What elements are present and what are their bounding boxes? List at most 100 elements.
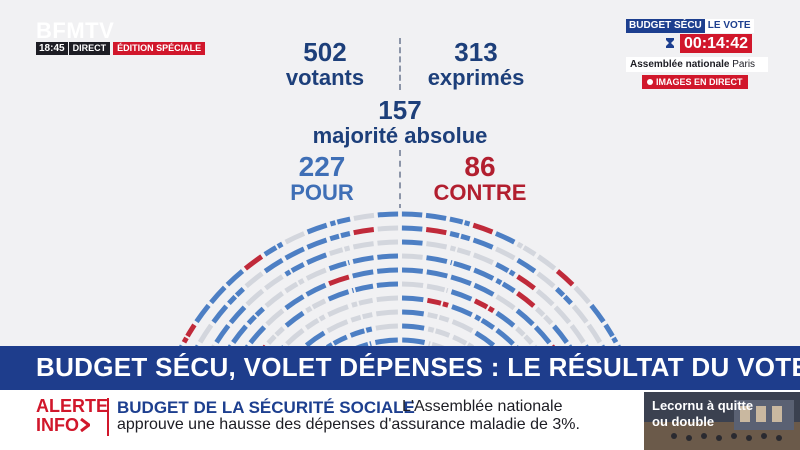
hemicycle-seat (571, 304, 589, 324)
hemicycle-seat (243, 254, 264, 271)
hemicycle-seat (328, 274, 350, 287)
hourglass-icon (666, 38, 674, 48)
hemicycle-seat (351, 283, 374, 294)
hemicycle-seat (494, 231, 516, 245)
hemicycle-seat (228, 305, 247, 325)
location-city: Paris (732, 59, 756, 70)
pour-figure: 227 POUR (272, 153, 372, 205)
hemicycle-seat (377, 225, 399, 232)
pour-value: 227 (298, 151, 346, 182)
hemicycle-seat (353, 212, 375, 221)
hemicycle-seat (495, 262, 516, 277)
hemicycle-seat (449, 216, 471, 227)
hemicycle-seat (305, 298, 327, 314)
hemicycle-seat (284, 294, 305, 311)
channel-logo: BFMTV (36, 18, 115, 43)
vote-timer: 00:14:42 (680, 34, 753, 53)
exprimes-label: exprimés (427, 65, 525, 90)
hemicycle-seat (533, 325, 552, 345)
hemicycle-seat (401, 211, 423, 218)
hemicycle-seat (304, 330, 326, 348)
clock-time: 18:45 (36, 42, 68, 55)
vote-title-label: LE VOTE (704, 19, 754, 33)
hemicycle-seat (328, 259, 350, 271)
alerte-line2: INFO (36, 416, 108, 435)
hemicycle-seat (426, 297, 449, 308)
hemicycle-seat (248, 325, 267, 345)
hemicycle-seat (495, 246, 516, 261)
hemicycle-seat (374, 337, 398, 345)
headline-banner (0, 346, 800, 390)
hemicycle-seat (349, 326, 373, 338)
hemicycle-seat (450, 289, 473, 302)
hemicycle-seat (327, 289, 350, 302)
hemicycle-seat (284, 262, 305, 277)
hemicycle-seat (194, 303, 211, 324)
edition-badge: ÉDITION SPÉCIALE (113, 42, 206, 55)
hemicycle-seat (553, 305, 572, 325)
vote-panel: BUDGET SÉCU LE VOTE 00:14:42 Assemblée n… (626, 19, 768, 89)
hemicycle-seat (305, 267, 327, 281)
hemicycle-seat (328, 245, 351, 256)
hemicycle-seat (214, 324, 231, 344)
live-dot-icon (647, 79, 653, 85)
exprimes-value: 313 (454, 37, 498, 67)
hemicycle-seat (451, 304, 473, 317)
hemicycle-seat (375, 309, 398, 317)
hemicycle-seat (401, 267, 424, 274)
hemicycle-seat (426, 241, 448, 250)
hemicycle-seat (401, 225, 423, 232)
hemicycle-seat (536, 271, 556, 289)
hemicycle-seat (377, 239, 399, 246)
hemicycle-seat (245, 288, 265, 307)
hemicycle-seat (263, 257, 284, 274)
hemicycle-seat (351, 297, 374, 308)
hemicycle-seat (263, 241, 284, 257)
hemicycle-seat (306, 237, 328, 250)
hemicycle-seat (473, 298, 495, 314)
hemicycle-seat (515, 308, 535, 327)
hemicycle-seat (473, 267, 495, 281)
hemicycle-seat (426, 255, 448, 264)
majorite-figure: 157 majorité absolue (300, 96, 500, 148)
live-badge: IMAGES EN DIRECT (642, 75, 748, 89)
hemicycle-seat (377, 211, 399, 218)
vote-title-topic: BUDGET SÉCU (626, 19, 705, 33)
hemicycle-seat (474, 314, 496, 330)
hemicycle-seat (449, 245, 472, 256)
hemicycle-seat (401, 253, 423, 260)
hemicycle-seat (472, 237, 494, 250)
votants-label: votants (285, 65, 365, 90)
hemicycle-seat (306, 222, 328, 235)
hemicycle-seat (586, 323, 603, 344)
ticker-body-first: L'Assemblée nationale (402, 398, 563, 415)
hemicycle-seat (264, 274, 284, 291)
hemicycle-seat (495, 328, 515, 346)
hemicycle-seat (425, 227, 447, 236)
hemicycle-seat (516, 257, 537, 274)
hemicycle-seat (352, 255, 374, 264)
hemicycle-seat (450, 259, 472, 271)
hemicycle-seat (304, 314, 326, 330)
hemicycle-seat (603, 323, 619, 344)
hemicycle-seat (589, 303, 606, 324)
direct-label: DIRECT (68, 42, 111, 55)
hemicycle-seat (305, 282, 327, 297)
vote-title: BUDGET SÉCU LE VOTE (626, 19, 768, 33)
headline-text: BUDGET SÉCU, VOLET DÉPENSES : LE RÉSULTA… (36, 352, 800, 382)
hemicycle-seat (284, 310, 305, 328)
hemicycle-seat (402, 337, 426, 345)
hemicycle-seat (473, 282, 495, 297)
hemicycle-seat (427, 326, 451, 338)
hemicycle-seat (450, 274, 472, 287)
figures-divider-bottom (399, 150, 401, 210)
alerte-info-label: ALERTE INFO (36, 397, 108, 435)
promo-thumbnail[interactable]: Lecornu à quitte ou double (644, 392, 800, 450)
hemicycle-seat (225, 269, 245, 287)
contre-value: 86 (464, 151, 496, 182)
live-badge-label: IMAGES EN DIRECT (656, 77, 743, 87)
hemicycle-seat (472, 222, 494, 235)
hemicycle-seat (231, 324, 248, 344)
votants-value: 502 (303, 37, 347, 67)
hemicycle-seat (376, 281, 399, 288)
